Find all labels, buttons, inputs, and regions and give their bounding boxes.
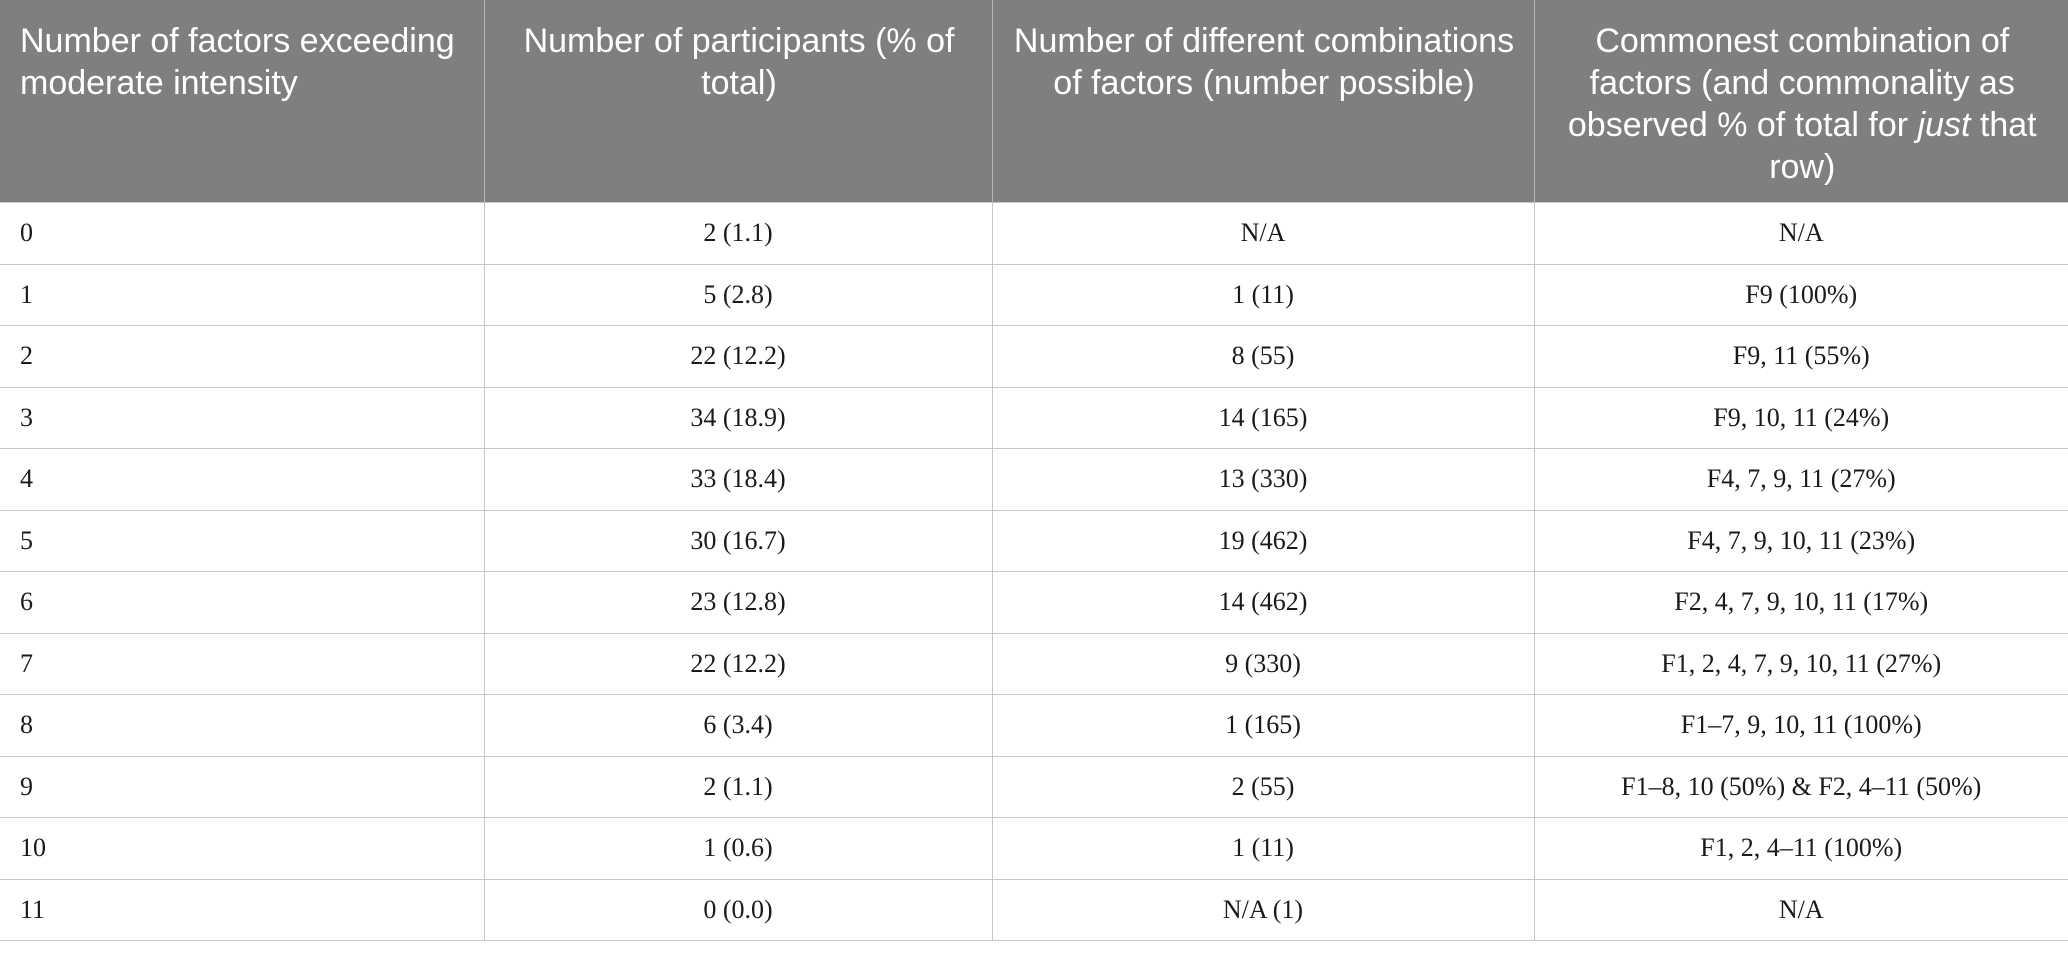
- cell-commonest: N/A: [1533, 202, 2068, 264]
- cell-factors: 9: [0, 755, 484, 818]
- table-row: 6 23 (12.8) 14 (462) F2, 4, 7, 9, 10, 11…: [0, 571, 2068, 633]
- cell-factors: 2: [0, 325, 484, 387]
- cell-commonest: F1–8, 10 (50%) & F2, 4–11 (50%): [1533, 755, 2068, 818]
- cell-combinations: 9 (330): [991, 632, 1534, 695]
- cell-participants: 2 (1.1): [483, 755, 992, 818]
- cell-factors: 11: [0, 878, 484, 941]
- cell-commonest: F9, 11 (55%): [1533, 325, 2068, 387]
- table-row: 0 2 (1.1) N/A N/A: [0, 202, 2068, 264]
- table-row: 5 30 (16.7) 19 (462) F4, 7, 9, 10, 11 (2…: [0, 509, 2068, 572]
- cell-combinations: 14 (165): [991, 386, 1534, 449]
- header-commonest-text-start: Commonest combination of factors (and co…: [1567, 22, 2015, 144]
- cell-combinations: 13 (330): [991, 448, 1534, 510]
- table-row: 4 33 (18.4) 13 (330) F4, 7, 9, 11 (27%): [0, 448, 2068, 510]
- cell-commonest: F4, 7, 9, 10, 11 (23%): [1533, 509, 2068, 572]
- cell-commonest: F1–7, 9, 10, 11 (100%): [1533, 694, 2068, 756]
- cell-commonest: F4, 7, 9, 11 (27%): [1533, 448, 2068, 510]
- header-number-of-participants: Number of participants (% of total): [483, 0, 992, 203]
- cell-combinations: 1 (165): [991, 694, 1534, 756]
- table-row: 2 22 (12.2) 8 (55) F9, 11 (55%): [0, 325, 2068, 387]
- table-row: 10 1 (0.6) 1 (11) F1, 2, 4–11 (100%): [0, 817, 2068, 879]
- cell-participants: 22 (12.2): [483, 325, 992, 387]
- cell-participants: 2 (1.1): [483, 202, 992, 264]
- table-row: 1 5 (2.8) 1 (11) F9 (100%): [0, 263, 2068, 326]
- table-row: 3 34 (18.9) 14 (165) F9, 10, 11 (24%): [0, 386, 2068, 449]
- cell-participants: 33 (18.4): [483, 448, 992, 510]
- cell-commonest: F9, 10, 11 (24%): [1533, 386, 2068, 449]
- cell-commonest: F1, 2, 4, 7, 9, 10, 11 (27%): [1533, 632, 2068, 695]
- cell-combinations: 19 (462): [991, 509, 1534, 572]
- cell-factors: 7: [0, 632, 484, 695]
- cell-participants: 5 (2.8): [483, 263, 992, 326]
- cell-factors: 6: [0, 571, 484, 633]
- cell-factors: 1: [0, 263, 484, 326]
- header-number-of-factors: Number of factors exceeding moderate int…: [0, 0, 484, 203]
- table-row: 8 6 (3.4) 1 (165) F1–7, 9, 10, 11 (100%): [0, 694, 2068, 756]
- table-row: 9 2 (1.1) 2 (55) F1–8, 10 (50%) & F2, 4–…: [0, 755, 2068, 818]
- header-commonest-text-emphasis: just: [1917, 106, 1971, 144]
- cell-commonest: N/A: [1533, 878, 2068, 941]
- cell-combinations: 14 (462): [991, 571, 1534, 633]
- cell-combinations: 8 (55): [991, 325, 1534, 387]
- cell-commonest: F9 (100%): [1533, 263, 2068, 326]
- header-commonest-combination: Commonest combination of factors (and co…: [1533, 0, 2068, 203]
- cell-participants: 22 (12.2): [483, 632, 992, 695]
- cell-combinations: N/A (1): [991, 878, 1534, 941]
- cell-commonest: F2, 4, 7, 9, 10, 11 (17%): [1533, 571, 2068, 633]
- cell-combinations: 2 (55): [991, 755, 1534, 818]
- header-number-of-combinations: Number of different combinations of fact…: [991, 0, 1534, 203]
- cell-participants: 0 (0.0): [483, 878, 992, 941]
- cell-factors: 8: [0, 694, 484, 756]
- cell-factors: 3: [0, 386, 484, 449]
- cell-combinations: 1 (11): [991, 263, 1534, 326]
- cell-participants: 30 (16.7): [483, 509, 992, 572]
- table-row: 11 0 (0.0) N/A (1) N/A: [0, 878, 2068, 941]
- cell-combinations: N/A: [991, 202, 1534, 264]
- cell-participants: 34 (18.9): [483, 386, 992, 449]
- cell-factors: 5: [0, 509, 484, 572]
- cell-participants: 1 (0.6): [483, 817, 992, 879]
- cell-commonest: F1, 2, 4–11 (100%): [1533, 817, 2068, 879]
- cell-participants: 23 (12.8): [483, 571, 992, 633]
- cell-participants: 6 (3.4): [483, 694, 992, 756]
- table-row: 7 22 (12.2) 9 (330) F1, 2, 4, 7, 9, 10, …: [0, 632, 2068, 695]
- cell-factors: 4: [0, 448, 484, 510]
- cell-combinations: 1 (11): [991, 817, 1534, 879]
- cell-factors: 0: [0, 202, 484, 264]
- header-row: Number of factors exceeding moderate int…: [0, 0, 2068, 203]
- cell-factors: 10: [0, 817, 484, 879]
- header-commonest-text-end: that row): [1769, 106, 2037, 186]
